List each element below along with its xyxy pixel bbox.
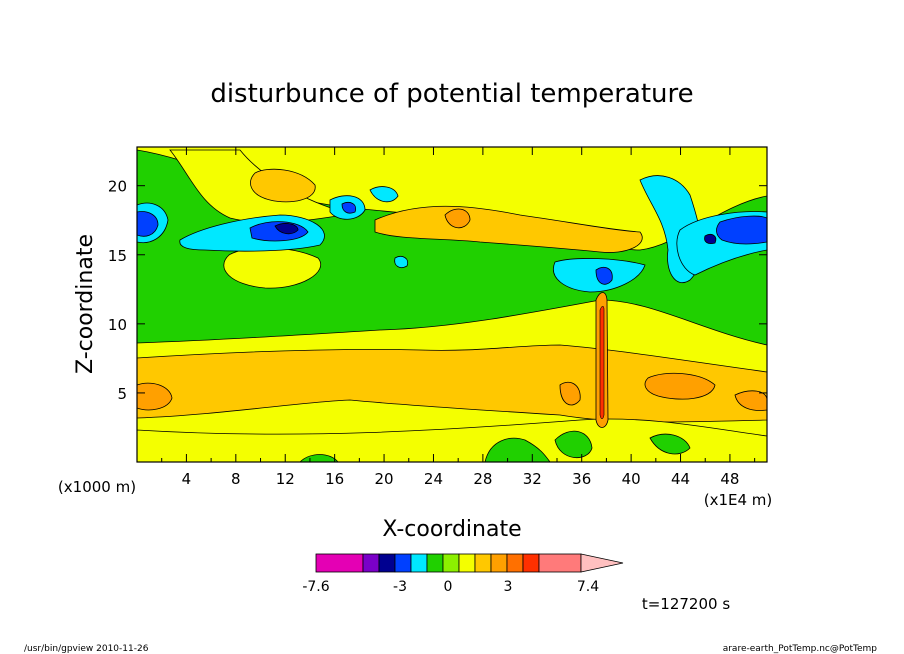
- colorbar-label: 0: [444, 579, 453, 595]
- x-unit-right: (x1E4 m): [704, 491, 773, 509]
- x-tick-label: 44: [671, 470, 690, 488]
- colorbar-swatch: [458, 553, 476, 573]
- x-tick-label: 36: [572, 470, 591, 488]
- orange-peak-left: [137, 382, 173, 411]
- y-tick-label: 20: [108, 178, 127, 196]
- colorbar-label: -7.6: [302, 579, 329, 595]
- y-tick-label: 10: [108, 316, 127, 334]
- footer-left: /usr/bin/gpview 2010-11-26: [24, 644, 149, 654]
- upper-orange-core: [444, 208, 471, 229]
- cyan-top-blob: [369, 186, 399, 203]
- colorbar-label: -3: [393, 579, 407, 595]
- colorbar-swatch: [410, 553, 428, 573]
- x-tick-label: 4: [182, 470, 192, 488]
- x-axis-label: X-coordinate: [382, 517, 521, 542]
- plot-frame: [136, 146, 768, 463]
- colorbar-arrow: [580, 553, 624, 573]
- y-tick-label: 5: [117, 385, 127, 403]
- upper-orange-blob: [250, 168, 316, 203]
- blue-plume-top: [595, 266, 613, 285]
- colorbar-swatch: [394, 553, 412, 573]
- surface-green-3: [649, 433, 691, 455]
- cyan-small-right: [394, 256, 409, 268]
- x-tick-label: 16: [325, 470, 344, 488]
- x-tick-label: 28: [473, 470, 492, 488]
- x-tick-label: 8: [231, 470, 241, 488]
- colorbar-swatch: [426, 553, 444, 573]
- colorbar-swatch: [538, 553, 582, 573]
- blue-small-core: [341, 202, 357, 214]
- footer-right: arare-earth_PotTemp.nc@PotTemp: [723, 644, 878, 654]
- chart-title: disturbunce of potential temperature: [210, 79, 693, 109]
- x-tick-label: 32: [523, 470, 542, 488]
- upper-orange-band: [374, 205, 643, 253]
- surface-green-2: [554, 430, 593, 459]
- colorbar-swatch: [490, 553, 508, 573]
- colorbar-swatch: [378, 553, 396, 573]
- orange-peak-edge: [734, 390, 767, 411]
- x-unit-left: (x1000 m): [58, 478, 136, 496]
- orange-peak-right: [644, 372, 716, 400]
- colorbar: -7.6 -3 0 3 7.4: [302, 553, 624, 595]
- y-axis-label: Z-coordinate: [73, 234, 98, 374]
- navy-center-core: [274, 223, 299, 235]
- colorbar-swatch: [442, 553, 460, 573]
- x-tick-label: 12: [276, 470, 295, 488]
- x-tick-label: 20: [375, 470, 394, 488]
- colorbar-label: 3: [504, 579, 513, 595]
- surface-green-1: [484, 437, 551, 462]
- plume-orange-blob: [559, 381, 581, 406]
- x-tick-label: 24: [424, 470, 443, 488]
- navy-right-core: [704, 234, 717, 244]
- time-label: t=127200 s: [642, 595, 730, 613]
- blue-right-core: [716, 215, 767, 245]
- colorbar-swatch: [474, 553, 492, 573]
- contour-field: [137, 147, 767, 462]
- colorbar-label: 7.4: [577, 579, 599, 595]
- blue-left-core: [137, 211, 159, 237]
- lower-yellow-core: [137, 418, 767, 462]
- plume-core: [599, 305, 605, 420]
- x-tick-label: 48: [720, 470, 739, 488]
- colorbar-swatch: [522, 553, 540, 573]
- colorbar-swatch: [362, 553, 380, 573]
- colorbar-swatch: [315, 553, 364, 573]
- y-tick-label: 15: [108, 247, 127, 265]
- colorbar-swatch: [506, 553, 524, 573]
- x-tick-label: 40: [622, 470, 641, 488]
